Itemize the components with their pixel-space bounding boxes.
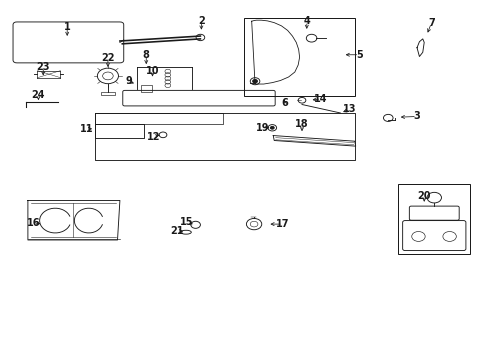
Text: 1: 1 — [63, 22, 70, 32]
Circle shape — [270, 126, 274, 129]
Text: 16: 16 — [27, 218, 41, 228]
Text: 4: 4 — [303, 16, 309, 26]
Text: 17: 17 — [276, 219, 289, 229]
Text: 21: 21 — [170, 226, 184, 236]
Bar — [397, 184, 469, 254]
Text: 12: 12 — [146, 132, 160, 142]
Text: 6: 6 — [281, 98, 287, 108]
Text: 5: 5 — [355, 50, 362, 60]
Text: 7: 7 — [427, 18, 434, 28]
Text: 10: 10 — [145, 66, 159, 76]
Text: 18: 18 — [295, 119, 308, 129]
Text: 3: 3 — [413, 112, 420, 121]
Circle shape — [252, 80, 257, 83]
Text: 15: 15 — [180, 217, 193, 227]
Text: 2: 2 — [198, 16, 204, 26]
Text: 13: 13 — [343, 104, 356, 114]
Bar — [244, 18, 354, 96]
Bar — [101, 92, 115, 95]
Bar — [140, 85, 152, 92]
Text: 19: 19 — [255, 123, 269, 133]
Text: 9: 9 — [125, 76, 132, 86]
Text: 23: 23 — [37, 62, 50, 72]
Text: 8: 8 — [142, 50, 149, 60]
Text: 22: 22 — [101, 53, 115, 63]
Text: 20: 20 — [417, 191, 430, 201]
Text: 14: 14 — [314, 94, 327, 104]
Text: 11: 11 — [80, 124, 93, 134]
Text: 24: 24 — [32, 90, 45, 100]
